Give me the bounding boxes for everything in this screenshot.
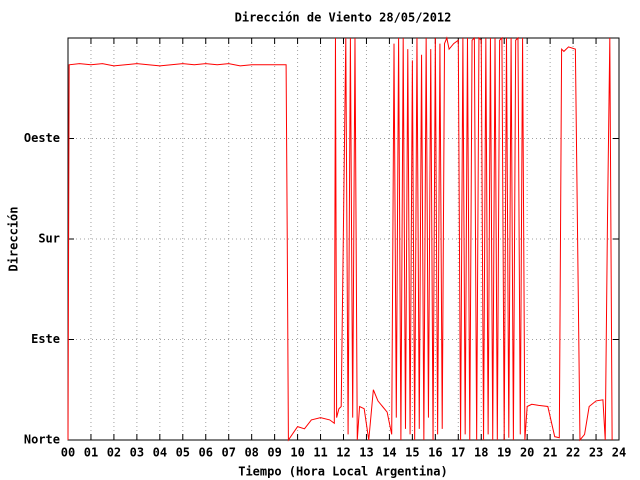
x-tick-label: 06: [199, 446, 213, 460]
x-tick-label: 16: [428, 446, 442, 460]
x-tick-label: 20: [520, 446, 534, 460]
y-tick-label: Este: [31, 332, 60, 346]
x-tick-label: 11: [313, 446, 327, 460]
x-tick-label: 18: [474, 446, 488, 460]
y-axis-label: Dirección: [7, 206, 21, 271]
x-tick-label: 05: [176, 446, 190, 460]
y-tick-label: Oeste: [24, 131, 60, 145]
x-tick-label: 22: [566, 446, 580, 460]
plot-frame: [67, 37, 620, 441]
data-line: [67, 36, 613, 442]
x-tick-label: 23: [589, 446, 603, 460]
x-tick-label: 17: [451, 446, 465, 460]
x-tick-label: 21: [543, 446, 557, 460]
x-tick-label: 02: [107, 446, 121, 460]
x-tick-label: 07: [221, 446, 235, 460]
x-tick-label: 14: [382, 446, 396, 460]
x-axis-label: Tiempo (Hora Local Argentina): [238, 465, 448, 479]
x-tick-label: 04: [153, 446, 167, 460]
x-tick-label: 12: [336, 446, 350, 460]
x-tick-label: 01: [84, 446, 98, 460]
x-tick-label: 09: [267, 446, 281, 460]
x-tick-label: 13: [359, 446, 373, 460]
x-tick-label: 03: [130, 446, 144, 460]
x-tick-label: 19: [497, 446, 511, 460]
x-tick-label: 24: [612, 446, 626, 460]
x-tick-label: 10: [290, 446, 304, 460]
chart-title: Dirección de Viento 28/05/2012: [235, 11, 452, 25]
x-tick-label: 15: [405, 446, 419, 460]
y-tick-label: Sur: [38, 232, 60, 246]
x-tick-label: 08: [244, 446, 258, 460]
y-tick-label: Norte: [24, 433, 60, 447]
x-tick-label: 00: [61, 446, 75, 460]
